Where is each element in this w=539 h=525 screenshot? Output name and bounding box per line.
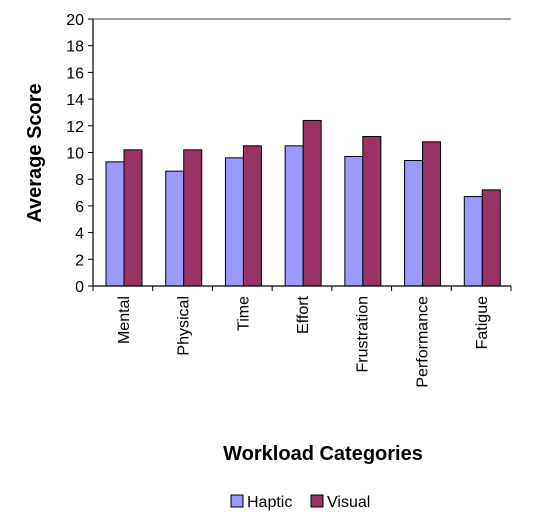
legend-swatch-haptic [230,494,244,508]
bar-haptic-physical [165,170,185,287]
bar-visual-time [242,145,262,287]
bar-haptic-fatigue [463,196,483,287]
y-tick-label: 0 [75,279,84,296]
bar-haptic-performance [404,160,424,287]
bar-haptic-effort [284,145,304,287]
y-tick-label: 14 [66,92,84,109]
y-tick-label: 4 [75,226,84,243]
x-tick-label: Physical [176,296,193,356]
bar-visual-fatigue [481,189,501,287]
x-tick-label: Time [235,296,252,331]
legend-label-haptic: Haptic [247,494,292,511]
x-axis-title: Workload Categories [223,443,423,465]
y-tick-label: 20 [66,12,84,29]
plot-area: 0 2 4 6 8 10 12 14 16 18 20 Mental Physical Time Effor… [66,12,512,388]
x-tick-label: Mental [116,296,133,344]
y-tick-label: 10 [66,146,84,163]
x-tick-label: Frustration [355,296,372,372]
y-tick-label: 12 [66,119,84,136]
y-tick-label: 18 [66,39,84,56]
bar-visual-mental [123,149,143,287]
bar-haptic-time [224,157,244,287]
y-tick-label: 8 [75,172,84,189]
bar-visual-performance [422,141,442,287]
bar-visual-frustration [362,135,382,287]
y-tick-label: 2 [75,252,84,269]
x-tick-label: Fatigue [474,296,491,349]
x-tick-label: Performance [414,296,431,388]
bar-visual-effort [302,119,322,287]
y-tick-label: 16 [66,65,84,82]
legend-label-visual: Visual [327,494,370,511]
legend: Haptic Visual [230,494,370,511]
y-tick-label: 6 [75,199,84,216]
y-axis-title: Average Score [24,83,46,222]
legend-swatch-visual [310,494,324,508]
bar-visual-physical [183,149,203,287]
bar-haptic-mental [105,161,125,287]
bar-haptic-frustration [344,156,364,287]
x-tick-label: Effort [295,295,312,334]
